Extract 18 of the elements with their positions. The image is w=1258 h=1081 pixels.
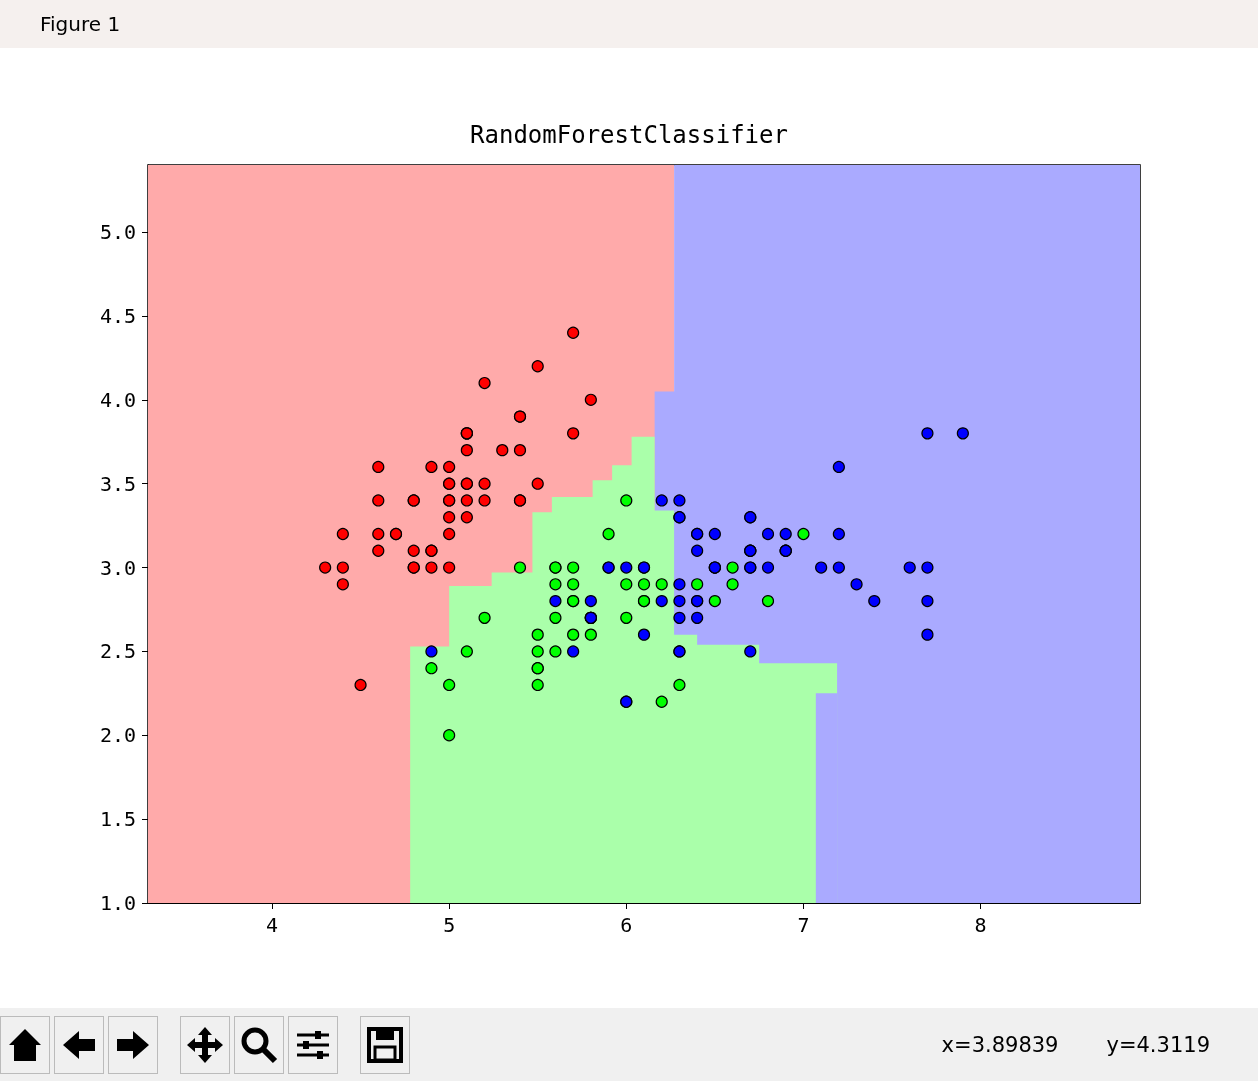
chart-title: RandomForestClassifier [470, 121, 788, 149]
x-tick-label: 7 [797, 913, 810, 937]
text: y=4.3119 [1106, 1032, 1210, 1057]
x-tick-label: 5 [443, 913, 456, 937]
text: x=3.89839 [941, 1032, 1059, 1057]
caption: Figure 1 [40, 12, 121, 36]
y-tick-label: 4.5 [99, 303, 136, 328]
y-tick-label: 2.5 [99, 639, 136, 664]
y-tick-label: 3.0 [99, 555, 136, 580]
y-tick-label: 5.0 [99, 220, 136, 245]
y-tick-label: 2.0 [99, 723, 136, 748]
y-tick-label: 1.0 [99, 891, 136, 915]
x-tick-label: 8 [974, 913, 987, 937]
x-tick-label: 4 [265, 913, 279, 937]
x-tick-label: 6 [620, 913, 633, 937]
y-tick-label: 4.0 [99, 387, 136, 412]
y-tick-label: 3.5 [99, 471, 136, 496]
y-tick-label: 1.5 [99, 807, 136, 832]
